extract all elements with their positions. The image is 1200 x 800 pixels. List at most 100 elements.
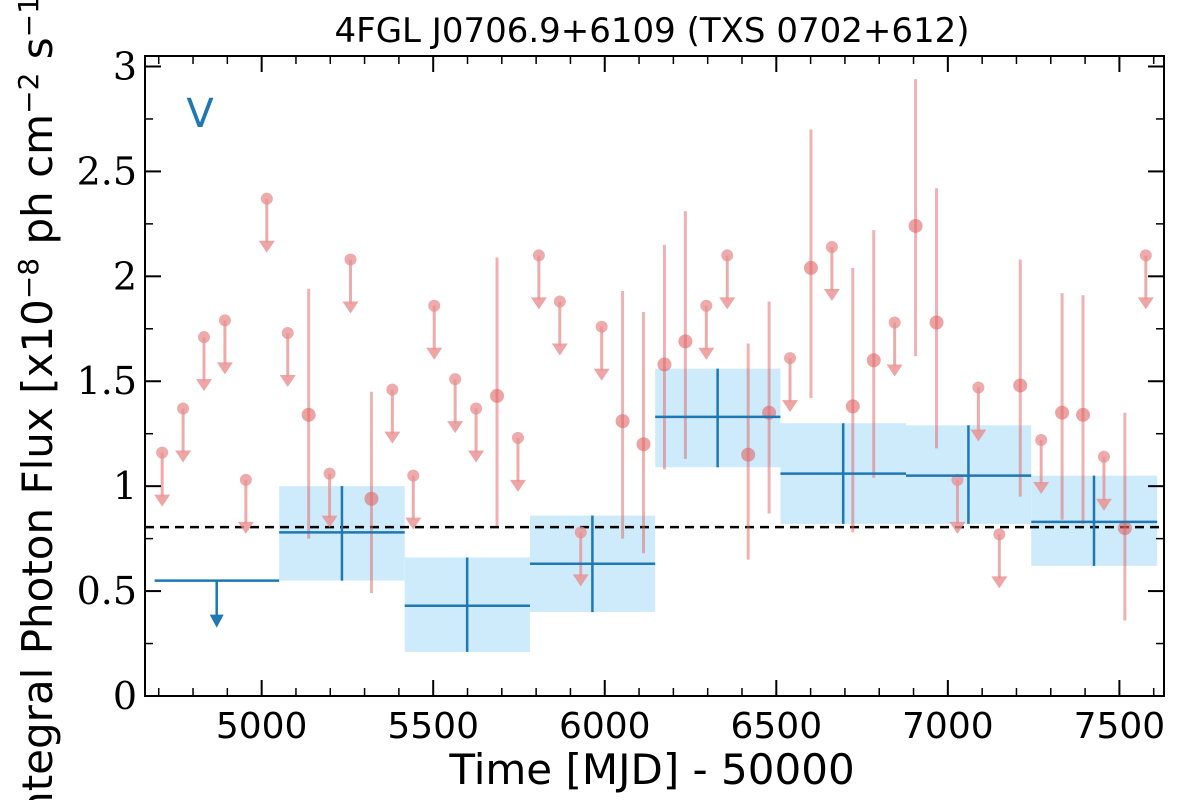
upper-limit-point [407, 469, 420, 482]
detection-point [908, 218, 923, 233]
upper-limit-arrowhead [593, 368, 610, 381]
upper-limit-point [1035, 434, 1048, 446]
y-tick-label: 1.5 [77, 359, 137, 403]
detection-point [866, 353, 881, 368]
upper-limit-arrowhead [719, 297, 736, 310]
binned-upper-limit-arrowhead [209, 614, 224, 628]
detection-point [1117, 521, 1132, 536]
upper-limit-arrowhead [1137, 297, 1154, 310]
upper-limit-point [532, 249, 545, 262]
detection-points [301, 79, 1132, 621]
upper-limit-point [470, 402, 483, 415]
upper-limit-point [239, 473, 252, 486]
x-tick-labels: 5000 5500 6000 6500 7000 7500 [216, 706, 1165, 747]
axis-ticks [145, 56, 1164, 697]
upper-limit-point [386, 383, 399, 396]
upper-limit-arrowhead [468, 450, 485, 463]
detection-point [845, 399, 860, 414]
upper-limit-arrowhead [823, 288, 840, 301]
upper-limit-arrowhead [447, 421, 464, 434]
upper-limit-arrowhead [551, 343, 568, 356]
detection-point [364, 491, 379, 506]
upper-limit-arrowhead [342, 301, 359, 314]
y-label-part-1: Integral Photon Flux [x10 [13, 299, 62, 800]
upper-limit-point [784, 352, 797, 365]
upper-limit-arrowhead [572, 574, 589, 587]
detection-point [741, 447, 756, 462]
upper-limit-point [574, 526, 587, 539]
y-tick-labels: 0 0.5 1 1.5 2 2.5 3 [77, 44, 137, 718]
upper-limit-arrowhead [886, 364, 903, 377]
upper-limit-point [428, 299, 441, 312]
upper-limit-arrowhead [509, 479, 526, 492]
detection-point [1076, 407, 1091, 422]
x-tick-label: 5000 [216, 706, 308, 747]
chart-title: 4FGL J0706.9+6109 (TXS 0702+612) [335, 11, 970, 51]
upper-limit-point [595, 320, 608, 333]
upper-limit-arrowhead [698, 347, 715, 360]
upper-limit-point [888, 316, 901, 329]
upper-limit-point [721, 249, 734, 262]
y-label-exp-3: −1 [12, 0, 45, 37]
detection-point [301, 407, 316, 422]
upper-limit-arrowhead [1095, 498, 1112, 511]
y-tick-label: 2 [113, 254, 137, 298]
upper-limit-point [449, 373, 462, 386]
upper-limit-point [198, 331, 211, 344]
upper-limit-point [281, 326, 294, 339]
x-axis-label: Time [MJD] - 50000 [448, 745, 854, 794]
x-tick-label: 6500 [730, 706, 822, 747]
upper-limit-point [156, 446, 169, 459]
detection-point [1013, 378, 1028, 393]
detection-point [678, 334, 693, 349]
upper-limit-point [323, 467, 336, 480]
upper-limit-point [218, 314, 231, 327]
upper-limit-arrowhead [426, 347, 443, 360]
detection-point [1055, 405, 1070, 420]
upper-limit-point [344, 253, 357, 266]
x-tick-label: 7000 [902, 706, 994, 747]
y-label-part-3: s [13, 37, 62, 72]
upper-limit-point [177, 402, 190, 415]
upper-limit-arrowhead [237, 521, 254, 534]
upper-limit-points [154, 192, 1154, 589]
upper-limit-point [260, 192, 273, 205]
y-tick-label: 3 [113, 44, 137, 88]
detection-point [615, 414, 630, 429]
plot-frame [144, 55, 1165, 697]
upper-limit-point [1097, 450, 1110, 463]
upper-limit-arrowhead [279, 374, 296, 387]
upper-limit-arrowhead [1033, 482, 1050, 494]
panel-tag: V [186, 91, 214, 137]
upper-limit-point [511, 431, 524, 444]
upper-limit-point [825, 240, 838, 253]
y-label-part-2: ph cm [13, 114, 62, 258]
upper-limit-point [553, 295, 566, 308]
detection-point [929, 315, 944, 330]
upper-limit-arrowhead [154, 494, 171, 507]
upper-limit-arrowhead [970, 429, 987, 442]
y-tick-label: 1 [113, 464, 137, 508]
upper-limit-arrowhead [405, 517, 422, 530]
detection-point [636, 437, 651, 452]
upper-limit-arrowhead [384, 431, 401, 444]
upper-limit-point [700, 299, 713, 312]
upper-limit-point [993, 528, 1006, 541]
upper-limit-arrowhead [321, 515, 338, 528]
y-tick-label: 2.5 [77, 149, 137, 193]
y-tick-label: 0 [113, 674, 137, 718]
detection-point [657, 357, 672, 372]
detection-point [803, 260, 818, 275]
binned-flux-crosses [154, 368, 1158, 652]
upper-limit-arrowhead [949, 521, 966, 534]
x-tick-label: 5500 [387, 706, 479, 747]
x-tick-label: 7500 [1074, 706, 1166, 747]
upper-limit-point [972, 381, 985, 394]
upper-limit-point [1139, 249, 1152, 262]
x-tick-label: 6000 [559, 706, 651, 747]
y-axis-label: Integral Photon Flux [x10−8 ph cm−2 s−1] [12, 0, 62, 800]
upper-limit-arrowhead [258, 240, 275, 253]
upper-limit-arrowhead [782, 400, 799, 413]
upper-limit-arrowhead [216, 362, 233, 375]
